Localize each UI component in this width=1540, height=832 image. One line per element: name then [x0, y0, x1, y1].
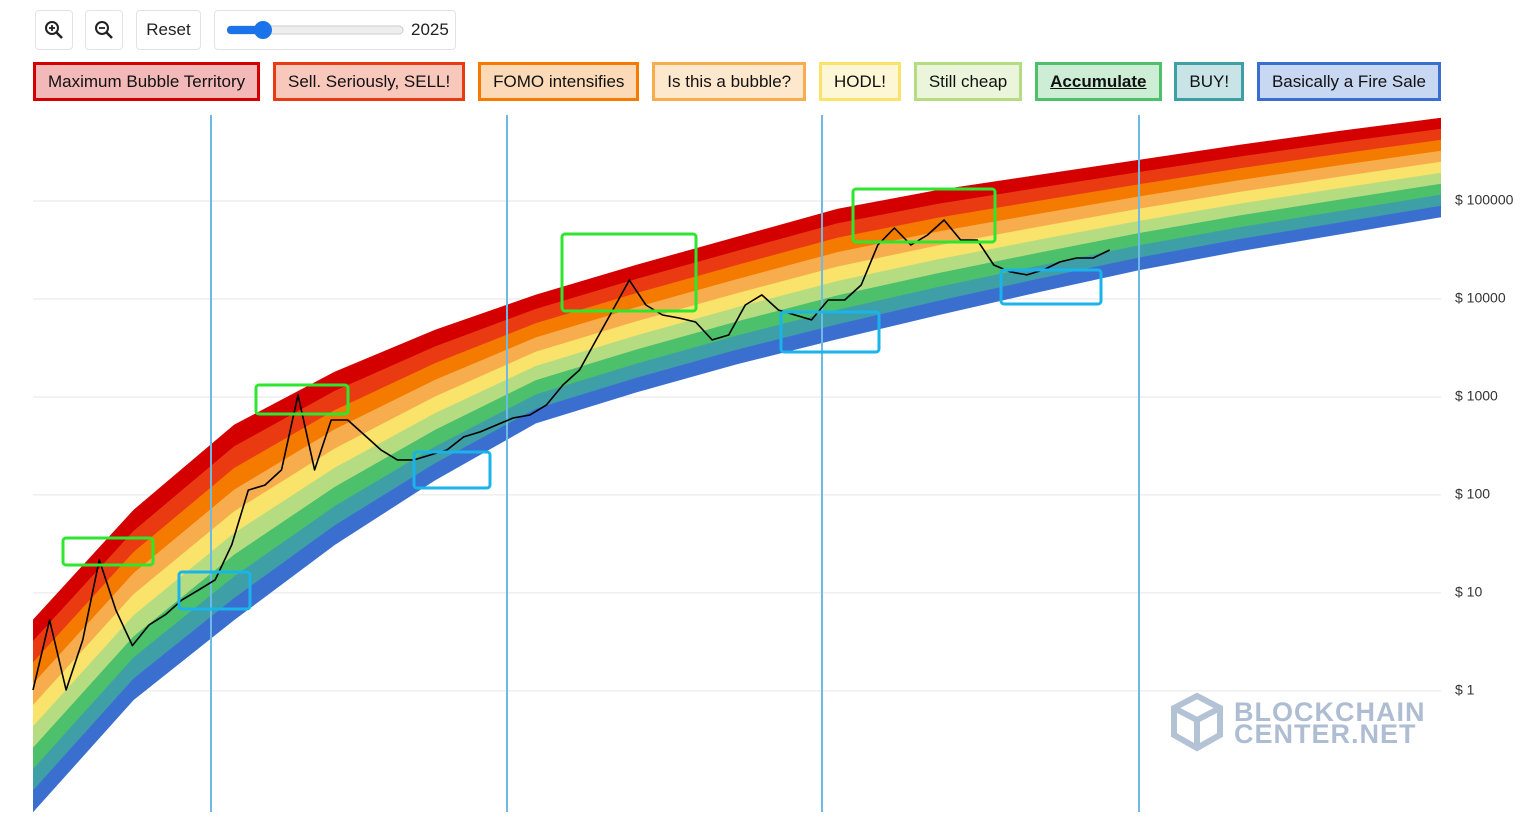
top-box: [61, 536, 155, 567]
legend-button[interactable]: Still cheap: [913, 62, 1023, 101]
slider-value: 2025: [411, 20, 449, 39]
watermark-text: CENTER.NET: [1234, 719, 1417, 749]
bottom-box: [177, 570, 252, 611]
rainbow-band: [33, 205, 1441, 812]
legend-button[interactable]: FOMO intensifies: [478, 62, 640, 101]
zoom-out-icon: [95, 21, 113, 39]
rainbow: [33, 117, 1441, 812]
year-slider[interactable]: 2025: [214, 10, 456, 50]
price: [32, 219, 1111, 691]
legend-button[interactable]: Basically a Fire Sale: [1256, 62, 1441, 101]
bottom-box: [999, 268, 1103, 306]
reset-button[interactable]: Reset: [136, 10, 201, 50]
bottom-box: [779, 310, 881, 354]
y-tick-label: $ 100: [1455, 486, 1490, 502]
watermark-logo: [1171, 692, 1223, 752]
legend-button[interactable]: Maximum Bubble Territory: [33, 62, 261, 101]
top-box: [851, 187, 997, 244]
slider-track: [227, 21, 404, 39]
legend-button[interactable]: HODL!: [818, 62, 901, 101]
watermark: BLOCKCHAIN CENTER.NET: [1171, 692, 1426, 752]
top-box: [560, 232, 698, 313]
zoom-in-icon: [45, 21, 63, 39]
bottom-box: [412, 450, 492, 490]
legend-button[interactable]: Is this a bubble?: [652, 62, 807, 101]
price-line: [32, 219, 1111, 691]
legend-button[interactable]: Accumulate: [1035, 62, 1162, 101]
zoom-out-button[interactable]: [85, 10, 123, 50]
y-tick-label: $ 10: [1455, 584, 1482, 600]
zoom-in-button[interactable]: [35, 10, 73, 50]
y-tick-label: $ 1: [1455, 682, 1475, 698]
legend: Maximum Bubble Territory Sell. Seriously,…: [33, 62, 1441, 101]
halving-lines: [210, 115, 1140, 812]
legend-button[interactable]: Sell. Seriously, SELL!: [273, 62, 466, 101]
annotations: [61, 187, 1103, 611]
legend-button[interactable]: BUY!: [1174, 62, 1245, 101]
y-tick-label: $ 1000: [1455, 388, 1498, 404]
y-tick-label: $ 100000: [1455, 192, 1514, 208]
watermark-text: BLOCKCHAIN: [1234, 697, 1426, 727]
y-tick-label: $ 10000: [1455, 290, 1506, 306]
top-box: [254, 383, 350, 416]
